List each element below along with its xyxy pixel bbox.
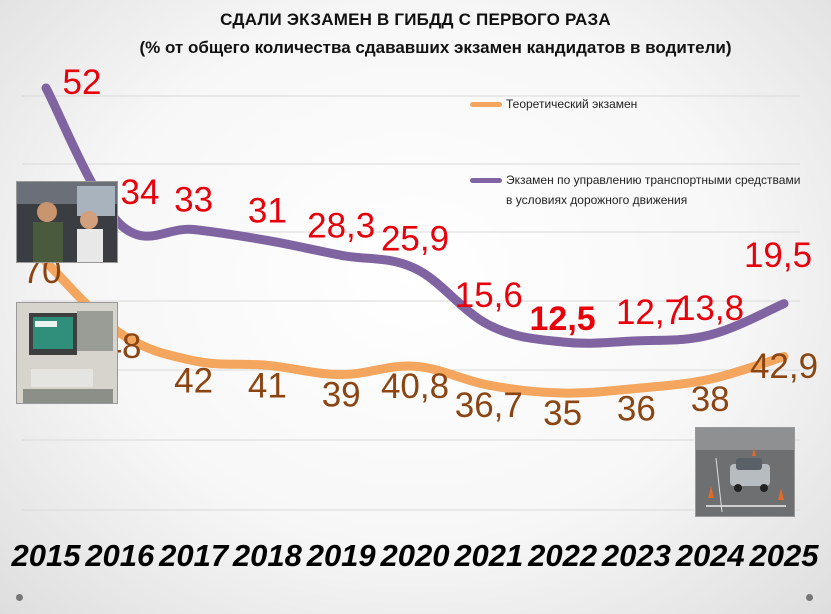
legend-label-driving: Экзамен по управлению транспортными сред… [506, 173, 801, 207]
x-tick-2015: 2015 [11, 538, 82, 573]
data-label-driving-2024: 13,8 [676, 289, 744, 328]
x-tick-2023: 2023 [601, 538, 671, 573]
data-label-driving-2020: 25,9 [381, 219, 449, 258]
data-label-theory-2020: 40,8 [381, 367, 449, 406]
data-label-driving-2019: 28,3 [307, 206, 375, 245]
computer-test-photo-icon [16, 302, 118, 404]
data-label-theory-2018: 41 [248, 366, 287, 405]
bottom-right-dot [806, 594, 813, 601]
data-label-driving-2022: 12,5 [530, 300, 596, 338]
data-label-driving-2023: 12,7 [616, 293, 684, 332]
instructor-photo-icon [16, 181, 118, 263]
data-label-driving-2016: 34 [121, 173, 160, 212]
data-label-theory-2019: 39 [322, 376, 361, 415]
x-tick-2021: 2021 [453, 538, 523, 573]
chart-title: СДАЛИ ЭКЗАМЕН В ГИБДД С ПЕРВОГО РАЗА [220, 10, 611, 29]
series-lines [41, 83, 789, 398]
data-label-driving-2018: 31 [248, 191, 287, 230]
x-tick-2024: 2024 [675, 538, 745, 573]
x-tick-2025: 2025 [749, 538, 820, 573]
data-label-theory-2024: 38 [691, 380, 730, 419]
bottom-left-dot [16, 594, 23, 601]
x-axis-ticks: 2015 2016 2017 2018 2019 2020 2021 2022 2023 2024… [11, 538, 820, 573]
legend-swatch-driving [470, 178, 502, 183]
series-line-theory [41, 257, 789, 398]
data-label-driving-2015: 52 [63, 63, 102, 102]
x-tick-2020: 2020 [380, 538, 450, 573]
data-label-driving-2025: 19,5 [744, 236, 812, 275]
x-tick-2019: 2019 [306, 538, 377, 573]
x-tick-2017: 2017 [158, 538, 230, 573]
data-label-theory-2021: 36,7 [455, 386, 523, 425]
data-label-driving-2021: 15,6 [455, 276, 523, 315]
data-label-theory-2025: 42,9 [750, 347, 818, 386]
series-line-driving [41, 83, 789, 348]
data-label-theory-2023: 36 [617, 389, 656, 428]
data-label-theory-2022: 35 [543, 394, 582, 433]
x-tick-2016: 2016 [84, 538, 155, 573]
driving-ground-photo-icon [695, 427, 795, 517]
data-label-theory-2017: 42 [174, 362, 213, 401]
chart-subtitle: (% от общего количества сдававших экзаме… [139, 38, 732, 57]
x-tick-2022: 2022 [527, 538, 597, 573]
data-label-driving-2017: 33 [174, 180, 213, 219]
legend-swatch-theory [470, 102, 502, 107]
legend-label-theory: Теоретический экзамен [506, 97, 638, 111]
title-block: СДАЛИ ЭКЗАМЕН В ГИБДД С ПЕРВОГО РАЗА (% … [0, 10, 831, 60]
x-tick-2018: 2018 [232, 538, 303, 573]
